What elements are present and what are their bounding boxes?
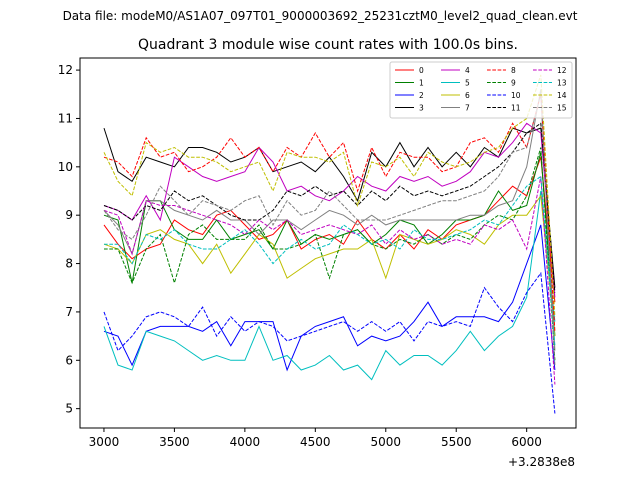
legend-box [389,61,573,119]
legend-label-1: 1 [419,79,424,88]
axes-frame [79,57,577,429]
series-line-14 [103,74,556,317]
series-line-15 [103,94,556,366]
series-line-1 [103,152,556,337]
x-tick-label: 4000 [230,435,261,449]
y-tick-label: 5 [65,402,73,416]
series-line-0 [103,157,556,303]
y-tick-label: 11 [58,111,73,125]
x-tick-label: 6000 [511,435,542,449]
x-offset-label: +3.2838e8 [508,455,575,469]
chart-title: Quadrant 3 module wise count rates with … [138,37,518,53]
legend-label-11: 11 [511,104,521,113]
series-line-6 [103,194,556,337]
y-axis: 5 6 7 8 9 10 11 12 [58,63,80,416]
legend-label-3: 3 [419,104,424,113]
legend-label-4: 4 [465,66,470,75]
y-tick-label: 6 [65,353,73,367]
y-tick-label: 12 [58,63,73,77]
series-line-2 [103,224,556,372]
y-tick-label: 7 [65,305,73,319]
legend-label-13: 13 [557,79,567,88]
legend-label-14: 14 [557,91,567,100]
legend-label-5: 5 [465,79,470,88]
legend-label-2: 2 [419,91,424,100]
legend-label-7: 7 [465,104,470,113]
series-line-7 [103,89,556,351]
legend-label-12: 12 [557,66,567,75]
series-line-13 [104,175,556,346]
y-tick-label: 9 [65,208,73,222]
legend-label-0: 0 [419,66,424,75]
legend-label-15: 15 [557,104,567,113]
series-line-9 [104,147,556,361]
series-line-4 [103,122,556,298]
x-tick-label: 3000 [89,435,120,449]
y-tick-label: 8 [65,257,73,271]
series-line-12 [103,176,556,385]
series-line-10 [103,271,556,414]
series-line-8 [103,94,556,332]
series-line-11 [103,122,556,293]
x-tick-label: 4500 [300,435,331,449]
x-tick-label: 5000 [370,435,401,449]
x-tick-label: 3500 [159,435,190,449]
x-tick-label: 5500 [441,435,472,449]
legend-label-9: 9 [511,79,516,88]
series-line-5 [103,190,556,381]
legend-label-10: 10 [511,91,521,100]
legend-label-6: 6 [465,91,470,100]
plot-area [103,74,556,414]
figure-suptitle: Data file: modeM0/AS1A07_097T01_90000036… [63,9,578,23]
legend-label-8: 8 [511,66,516,75]
y-tick-label: 10 [58,160,73,174]
x-axis: 3000 3500 4000 4500 5000 5500 6000 [89,428,542,449]
